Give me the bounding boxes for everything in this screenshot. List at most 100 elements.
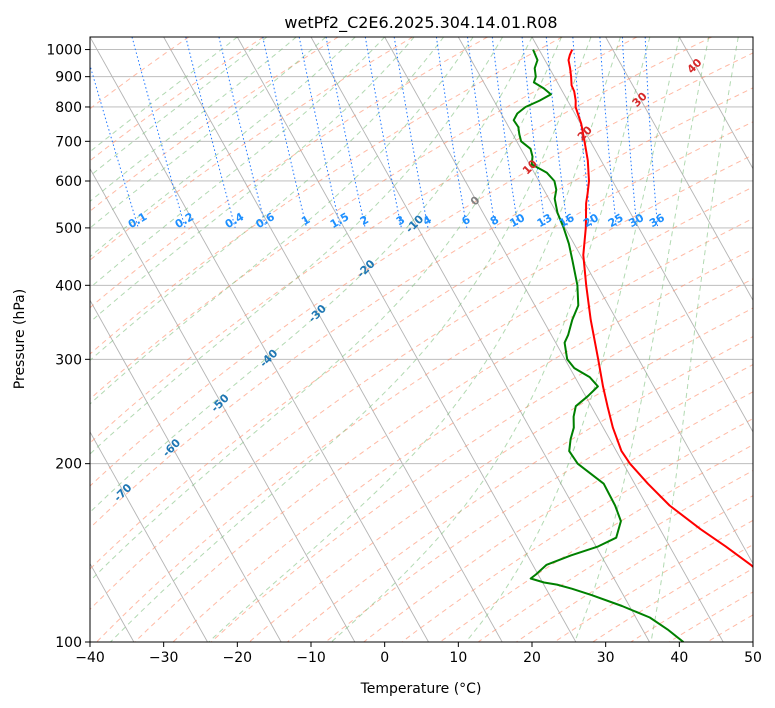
dry-adiabat-line [516,495,753,642]
moist-adiabat-line [90,37,503,455]
mixing-ratio-line [185,37,236,229]
moist-adiabat-line [90,37,562,582]
mixing-ratio-line [644,37,659,228]
y-tick-label: 1000 [46,43,82,59]
moist-adiabat-line [574,37,710,642]
dry-adiabat-line [134,217,753,642]
mixing-ratio-line [621,37,638,228]
dry-adiabat-line [90,121,753,570]
dry-adiabat-line [287,336,753,642]
isotherm-line [90,167,356,642]
dry-adiabat-line [90,87,753,529]
dry-adiabat-line [90,37,190,110]
temperature-series-line [567,49,753,569]
isotherm-line [163,37,503,642]
mixing-ratio-label: 10 [507,211,527,230]
dry-adiabat-line [96,186,753,642]
dry-adiabat-line [439,444,753,642]
y-tick-label: 700 [55,134,82,150]
y-tick-label: 200 [55,457,82,473]
mixing-ratio-line [90,63,139,229]
sounding-lines [512,49,753,642]
moist-adiabat-line [90,37,386,289]
dry-adiabat-line [90,37,414,261]
moist-adiabat-line [330,37,651,642]
x-tick-label: −20 [223,650,253,666]
moist-adiabat-label: 20 [575,123,595,143]
mixing-ratio-line [599,37,617,228]
y-axis-ticks: 1000 900 800 700 600 500 400 300 200 100 [46,43,90,651]
y-tick-label: 400 [55,278,82,294]
dry-adiabat-line [90,52,753,487]
isotherm-line [752,37,753,38]
dry-adiabat-label: -60 [160,436,183,459]
dry-adiabat-line [90,154,753,611]
mixing-ratio-line [298,37,341,229]
y-tick-label: 900 [55,70,82,86]
x-tick-label: −30 [149,650,179,666]
mixing-ratio-line [521,37,546,228]
mixing-ratio-line [131,37,186,229]
moist-adiabat-label: 0 [468,193,483,208]
isotherm-line [90,431,208,642]
isotherm-line [457,37,753,565]
isotherm-line [605,37,753,302]
mixing-ratio-line [435,37,468,228]
dry-adiabat-label: -80 [63,526,86,549]
mixing-ratio-label: 25 [606,211,626,230]
mixing-ratio-label: 2 [358,213,371,228]
mixing-ratio-line [262,37,308,229]
moist-adiabat-line [90,37,238,153]
plot-frame [89,36,754,643]
dry-adiabat-label: -50 [208,391,231,414]
y-tick-label: 600 [55,174,82,190]
mixing-ratio-line [467,37,496,228]
dewpoint-series-line [512,49,685,642]
dry-adiabat-line [90,37,264,162]
moist-adiabat-line [90,37,356,258]
x-tick-label: −40 [75,650,105,666]
isotherm-line [384,37,724,642]
moist-adiabat-line [90,37,297,202]
moist-adiabat-line [90,37,533,513]
dry-adiabat-line [592,544,753,642]
dry-adiabat-label: -90 [14,570,37,593]
dry-adiabat-line [90,37,638,400]
dry-adiabat-line [90,37,488,309]
isotherm-line [236,37,577,642]
moist-adiabat-line [90,37,474,405]
x-axis-label: Temperature (°C) [360,681,482,697]
dry-adiabat-line [248,307,753,642]
x-tick-label: 0 [380,650,389,666]
dry-adiabat-label: -40 [257,347,280,370]
moist-adiabat-line [650,37,739,642]
dry-adiabat-line [210,278,753,642]
isotherm-line [678,37,753,170]
dry-adiabat-line [90,37,563,355]
x-tick-label: 30 [597,650,615,666]
x-tick-label: −10 [296,650,326,666]
mixing-ratio-line [545,37,568,228]
mixing-ratio-label: 30 [626,211,646,230]
y-tick-label: 500 [55,221,82,237]
dry-adiabat-line [363,391,753,642]
isotherm-line [90,37,429,642]
moist-adiabat-line [90,37,444,362]
moist-adiabat-line [208,37,621,642]
dry-adiabat-label: -20 [354,257,377,280]
x-axis-ticks: −40 −30 −20 −10 0 10 20 30 40 50 [75,642,762,666]
isotherm-line [531,37,753,433]
line-labels: 0.10.20.40.611.52346810131620253036-100-… [14,56,705,593]
background-lines [90,37,753,642]
moist-adiabat-label: 10 [520,157,540,177]
isotherm-line [90,299,282,642]
y-axis-label: Pressure (hPa) [12,289,28,389]
chart-title: wetPf2_C2E6.2025.304.14.01.R08 [284,13,557,33]
mixing-ratio-label: 20 [581,211,601,230]
mixing-ratio-label: 36 [647,211,667,230]
dry-adiabat-line [90,37,712,444]
y-tick-label: 100 [55,635,82,651]
moist-adiabat-line [90,37,268,177]
x-tick-label: 40 [670,650,688,666]
